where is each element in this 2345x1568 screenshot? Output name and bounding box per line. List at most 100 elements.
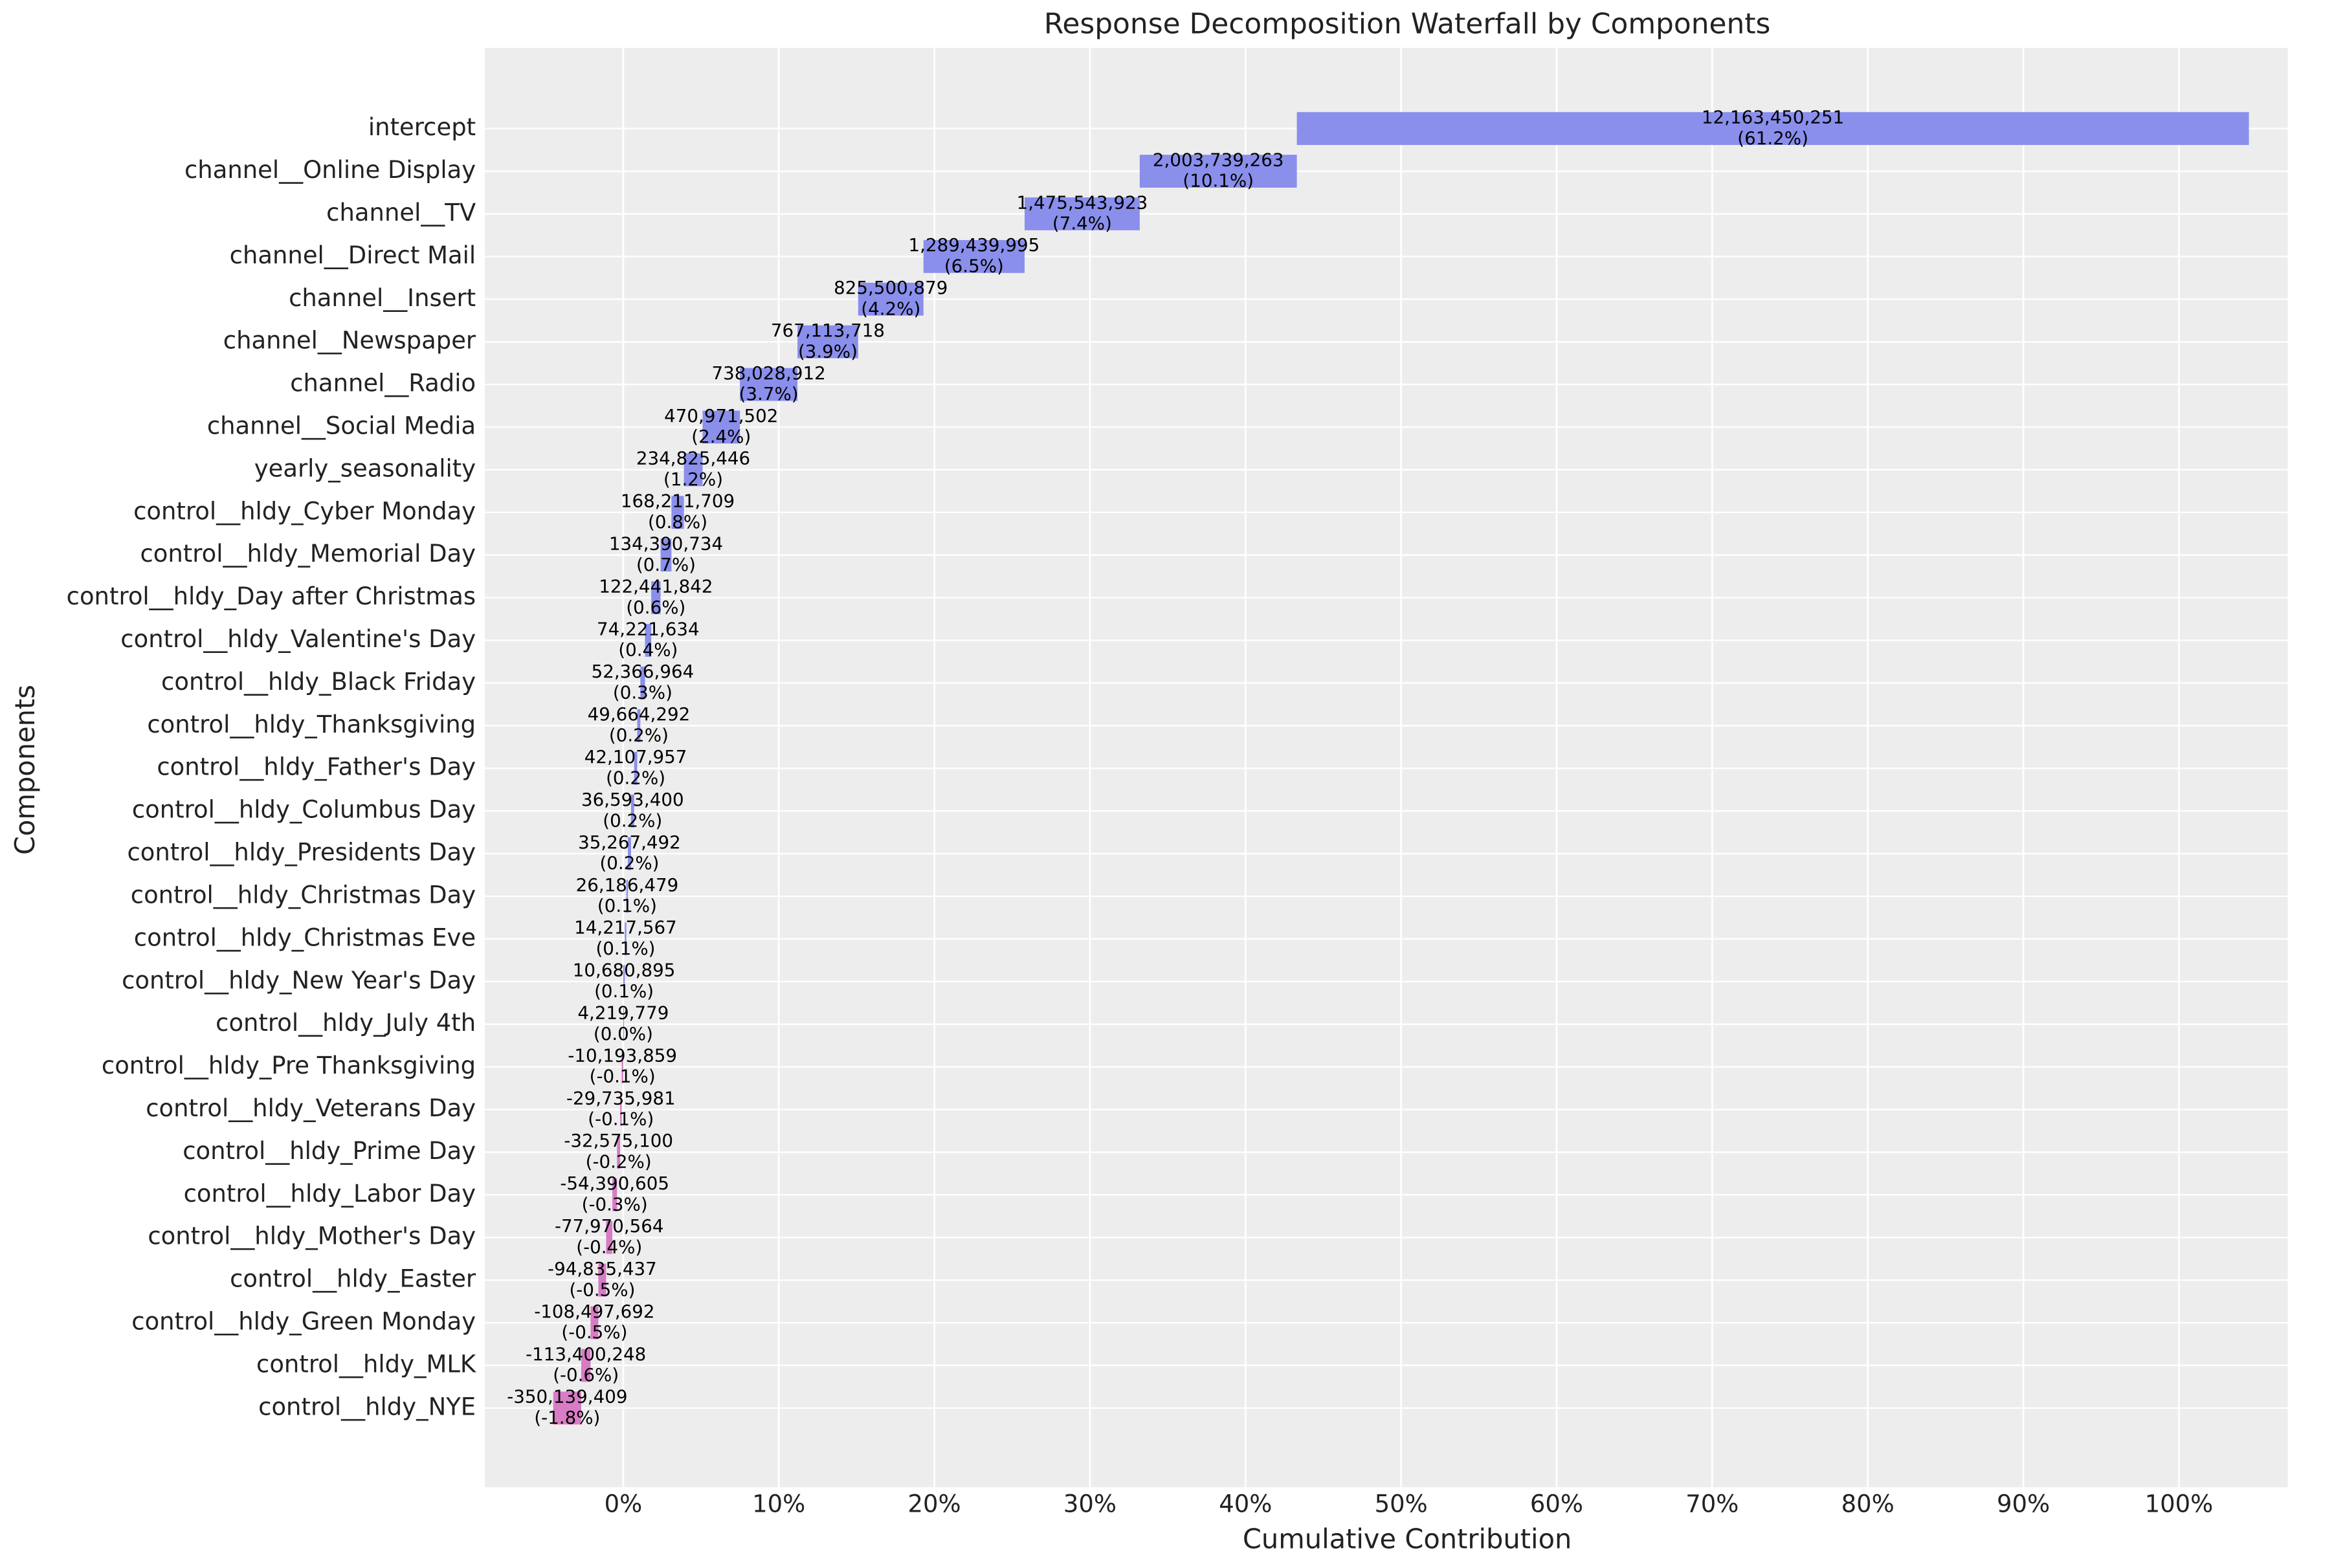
value-label: -94,835,437 bbox=[548, 1258, 657, 1279]
x-tick-label: 60% bbox=[1530, 1490, 1583, 1518]
bar bbox=[651, 581, 661, 615]
y-tick-label: channel__Newspaper bbox=[223, 327, 476, 355]
x-tick-label: 70% bbox=[1685, 1490, 1739, 1518]
bar bbox=[623, 965, 625, 999]
value-label: 36,593,400 bbox=[581, 789, 684, 810]
bar bbox=[621, 1050, 623, 1084]
share-label: (0.1%) bbox=[597, 895, 657, 916]
y-tick-label: control__hldy_Labor Day bbox=[184, 1180, 476, 1208]
x-tick-label: 40% bbox=[1219, 1490, 1272, 1518]
y-tick-label: control__hldy_Presidents Day bbox=[127, 839, 476, 867]
y-tick-label: control__hldy_Christmas Eve bbox=[134, 923, 476, 951]
value-label: 35,267,492 bbox=[578, 832, 681, 853]
value-label: 234,825,446 bbox=[636, 448, 750, 469]
y-axis-label: Components bbox=[9, 685, 41, 855]
bar bbox=[620, 1093, 622, 1126]
share-label: (0.1%) bbox=[595, 938, 655, 959]
value-label: -32,575,100 bbox=[564, 1130, 673, 1151]
y-tick-label: control__hldy_Pre Thanksgiving bbox=[102, 1052, 476, 1079]
share-label: (-0.5%) bbox=[561, 1321, 627, 1343]
bar bbox=[626, 879, 628, 913]
bar bbox=[634, 751, 638, 785]
share-label: (2.4%) bbox=[691, 426, 751, 447]
bar bbox=[1139, 155, 1297, 188]
value-label: 2,003,739,263 bbox=[1153, 149, 1284, 170]
share-label: (-1.8%) bbox=[534, 1407, 600, 1428]
chart-title: Response Decomposition Waterfall by Comp… bbox=[1044, 7, 1771, 40]
share-label: (-0.1%) bbox=[588, 1109, 654, 1130]
value-label: 10,680,895 bbox=[573, 960, 676, 981]
share-label: (-0.5%) bbox=[569, 1279, 635, 1300]
share-label: (3.7%) bbox=[739, 383, 799, 404]
bar bbox=[645, 624, 652, 657]
x-tick-label: 0% bbox=[605, 1490, 643, 1518]
bar bbox=[683, 453, 703, 487]
plot-background bbox=[484, 47, 2288, 1488]
share-label: (0.6%) bbox=[626, 597, 685, 618]
x-tick-label: 30% bbox=[1063, 1490, 1117, 1518]
bar bbox=[702, 410, 740, 444]
value-label: 4,219,779 bbox=[577, 1002, 669, 1024]
x-tick-label: 10% bbox=[752, 1490, 805, 1518]
bar bbox=[617, 1136, 621, 1169]
x-tick-label: 100% bbox=[2145, 1490, 2214, 1518]
y-tick-label: intercept bbox=[368, 113, 476, 141]
bar bbox=[637, 709, 641, 742]
value-label: -77,970,564 bbox=[555, 1215, 664, 1237]
y-tick-label: control__hldy_Green Monday bbox=[131, 1308, 476, 1336]
y-tick-label: channel__Insert bbox=[289, 284, 476, 312]
bar bbox=[858, 282, 924, 316]
x-tick-label: 80% bbox=[1841, 1490, 1895, 1518]
y-tick-label: control__hldy_Valentine's Day bbox=[120, 625, 476, 653]
y-tick-label: control__hldy_July 4th bbox=[216, 1009, 476, 1037]
value-label: 49,664,292 bbox=[588, 703, 691, 725]
bar bbox=[553, 1391, 581, 1425]
x-tick-label: 50% bbox=[1375, 1490, 1428, 1518]
share-label: (6.5%) bbox=[944, 256, 1004, 277]
value-label: 42,107,957 bbox=[584, 746, 687, 767]
value-label: 52,366,964 bbox=[592, 661, 695, 682]
x-axis-label: Cumulative Contribution bbox=[1243, 1523, 1572, 1554]
value-label: 1,289,439,995 bbox=[909, 234, 1040, 256]
value-label: 470,971,502 bbox=[664, 405, 778, 426]
value-label: 168,211,709 bbox=[621, 491, 735, 512]
bar bbox=[630, 794, 634, 828]
value-label: 738,028,912 bbox=[711, 362, 825, 384]
share-label: (0.2%) bbox=[603, 810, 662, 831]
value-label: 825,500,879 bbox=[834, 277, 948, 298]
bar bbox=[628, 837, 631, 870]
value-label: -113,400,248 bbox=[526, 1343, 646, 1365]
bar bbox=[660, 538, 672, 572]
y-tick-label: control__hldy_New Year's Day bbox=[122, 966, 476, 994]
share-label: (-0.4%) bbox=[576, 1236, 642, 1257]
y-tick-label: yearly_seasonality bbox=[254, 454, 476, 482]
y-tick-label: control__hldy_Memorial Day bbox=[140, 540, 476, 568]
share-label: (0.2%) bbox=[606, 767, 665, 788]
share-label: (4.2%) bbox=[861, 298, 920, 319]
bar bbox=[581, 1349, 591, 1382]
value-label: 1,475,543,923 bbox=[1017, 192, 1148, 213]
y-tick-label: control__hldy_Easter bbox=[230, 1265, 476, 1293]
x-tick-label: 90% bbox=[1997, 1490, 2050, 1518]
bar bbox=[740, 368, 798, 401]
share-label: (-0.2%) bbox=[586, 1151, 652, 1173]
share-label: (0.7%) bbox=[636, 554, 696, 575]
y-tick-label: control__hldy_Father's Day bbox=[157, 753, 476, 781]
share-label: (3.9%) bbox=[798, 340, 858, 362]
y-tick-label: channel__Social Media bbox=[207, 412, 476, 439]
value-label: -350,139,409 bbox=[507, 1386, 627, 1408]
bar bbox=[606, 1220, 613, 1254]
value-label: 134,390,734 bbox=[609, 533, 723, 555]
y-tick-label: control__hldy_Thanksgiving bbox=[147, 711, 476, 738]
bar bbox=[623, 1008, 625, 1041]
share-label: (0.1%) bbox=[594, 980, 654, 1002]
bar bbox=[1296, 112, 2249, 146]
y-tick-label: control__hldy_Christmas Day bbox=[131, 881, 476, 909]
value-label: -108,497,692 bbox=[534, 1301, 654, 1322]
value-label: 74,221,634 bbox=[597, 618, 700, 639]
value-label: -10,193,859 bbox=[568, 1044, 677, 1066]
y-tick-label: control__hldy_Day after Christmas bbox=[67, 582, 476, 610]
share-label: (61.2%) bbox=[1737, 127, 1808, 149]
